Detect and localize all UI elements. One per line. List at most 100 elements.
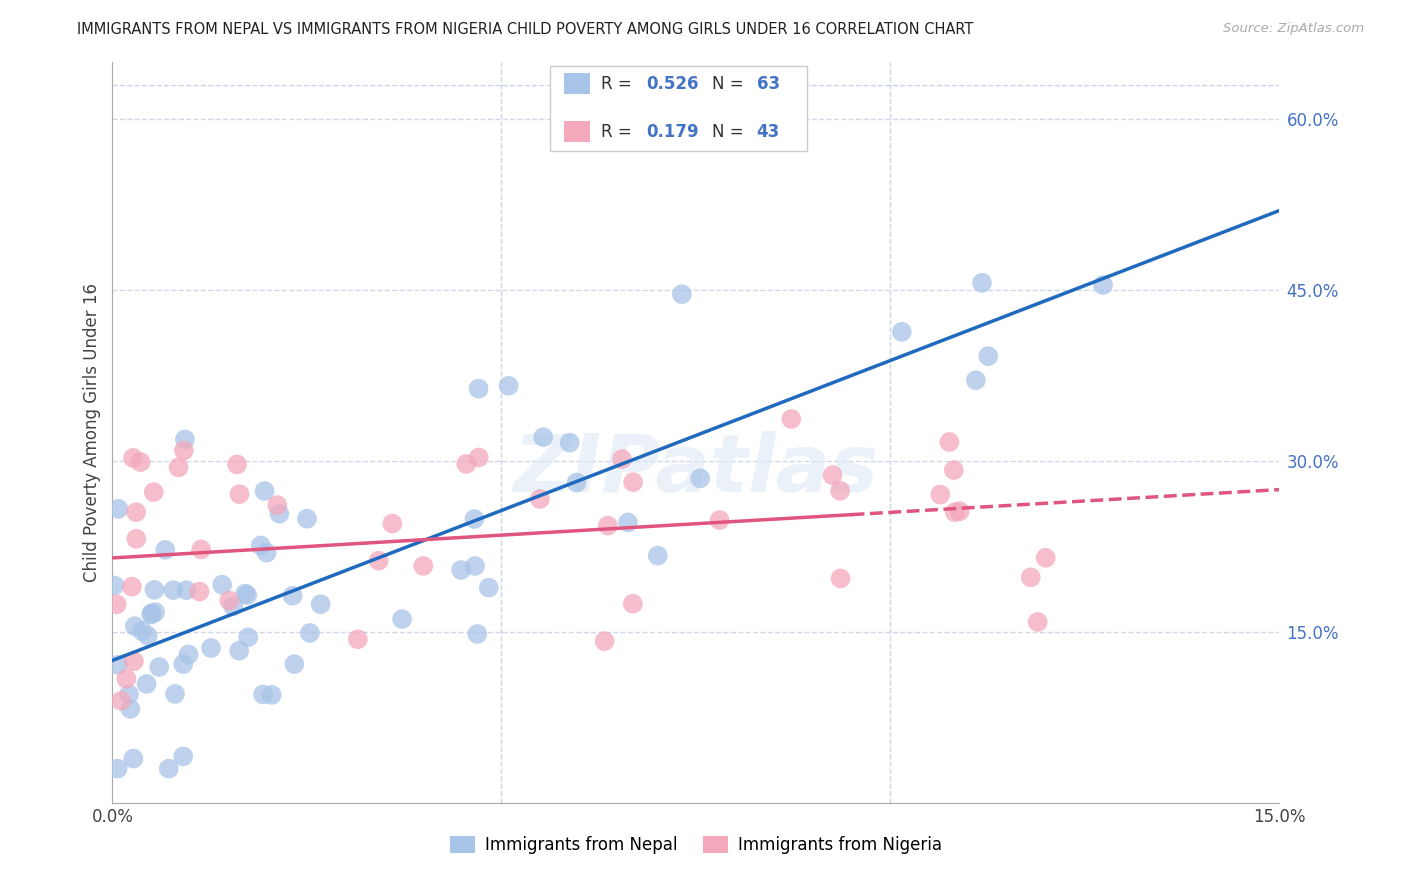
Point [709, 513, 731, 527]
Point [107, 501, 129, 516]
Point [965, 373, 987, 387]
Point [122, 751, 145, 765]
Legend: Immigrants from Nepal, Immigrants from Nigeria: Immigrants from Nepal, Immigrants from N… [443, 830, 949, 861]
Point [143, 605, 166, 619]
Text: 0.526: 0.526 [645, 75, 699, 93]
Point [467, 382, 489, 396]
Point [200, 641, 222, 656]
Point [309, 597, 332, 611]
Point [367, 554, 389, 568]
Point [942, 463, 965, 477]
Point [281, 589, 304, 603]
Point [565, 475, 588, 490]
Point [1035, 550, 1057, 565]
Point [177, 648, 200, 662]
Point [211, 577, 233, 591]
Point [295, 511, 318, 525]
Point [249, 539, 271, 553]
Point [218, 593, 240, 607]
Text: R =: R = [602, 123, 637, 141]
Text: 43: 43 [756, 123, 780, 141]
Point [228, 644, 250, 658]
Point [463, 512, 485, 526]
Point [141, 607, 163, 621]
Point [558, 435, 581, 450]
Point [142, 485, 165, 500]
Point [155, 542, 177, 557]
Point [780, 412, 803, 426]
Point [222, 599, 245, 614]
Text: N =: N = [713, 123, 749, 141]
Point [929, 487, 952, 501]
Text: N =: N = [713, 75, 749, 93]
Point [176, 583, 198, 598]
Point [593, 634, 616, 648]
Point [531, 430, 554, 444]
Text: R =: R = [602, 75, 637, 93]
Point [141, 607, 163, 622]
Point [124, 619, 146, 633]
Point [689, 471, 711, 485]
Point [228, 487, 250, 501]
Point [943, 505, 966, 519]
Point [456, 457, 478, 471]
Point [830, 483, 852, 498]
Point [465, 627, 488, 641]
Point [103, 578, 125, 592]
Point [148, 660, 170, 674]
Point [162, 583, 184, 598]
Point [136, 629, 159, 643]
Point [346, 632, 368, 647]
Point [107, 657, 129, 672]
Point [110, 694, 132, 708]
Point [252, 688, 274, 702]
Point [233, 587, 256, 601]
Point [1019, 570, 1042, 584]
Point [226, 458, 249, 472]
Point [122, 654, 145, 668]
Point [125, 532, 148, 546]
Point [131, 624, 153, 638]
Point [253, 483, 276, 498]
Point [1092, 277, 1115, 292]
Point [450, 563, 472, 577]
Point [830, 571, 852, 585]
Point [115, 672, 138, 686]
Point [120, 702, 142, 716]
Bar [550, 66, 807, 152]
Point [174, 433, 197, 447]
Point [647, 549, 669, 563]
Point [391, 612, 413, 626]
Point [621, 475, 644, 490]
Point [125, 505, 148, 519]
Point [1026, 615, 1049, 629]
Point [163, 687, 186, 701]
Point [266, 498, 288, 512]
Point [970, 276, 993, 290]
Point [412, 558, 434, 573]
Point [596, 518, 619, 533]
Bar [564, 121, 589, 143]
Text: 0.179: 0.179 [645, 123, 699, 141]
Point [135, 677, 157, 691]
Bar [564, 73, 589, 95]
Point [256, 546, 278, 560]
Point [621, 597, 644, 611]
Point [938, 434, 960, 449]
Point [172, 749, 194, 764]
Point [129, 455, 152, 469]
Point [478, 581, 501, 595]
Text: ZIPatlas: ZIPatlas [513, 431, 879, 508]
Point [283, 657, 305, 672]
Text: IMMIGRANTS FROM NEPAL VS IMMIGRANTS FROM NIGERIA CHILD POVERTY AMONG GIRLS UNDER: IMMIGRANTS FROM NEPAL VS IMMIGRANTS FROM… [77, 22, 974, 37]
Point [498, 379, 520, 393]
Point [173, 443, 195, 458]
Point [890, 325, 912, 339]
Text: Source: ZipAtlas.com: Source: ZipAtlas.com [1223, 22, 1364, 36]
Point [167, 460, 190, 475]
Point [617, 516, 640, 530]
Point [260, 688, 283, 702]
Point [236, 588, 259, 602]
Point [977, 349, 1000, 363]
Point [188, 584, 211, 599]
